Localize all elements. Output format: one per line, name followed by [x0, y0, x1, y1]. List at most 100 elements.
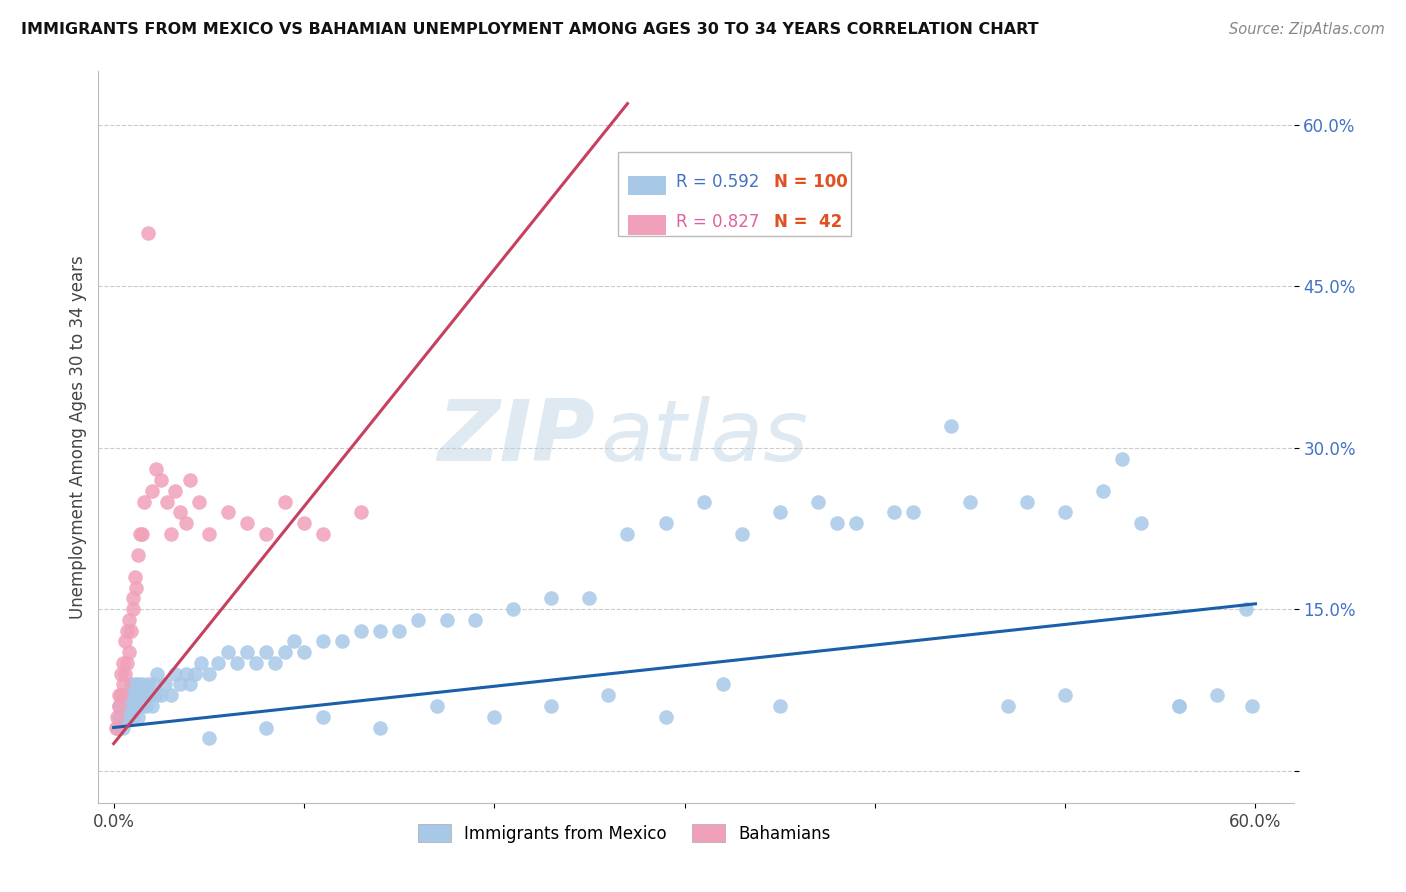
Point — [312, 634, 335, 648]
Point — [845, 516, 868, 530]
Point — [184, 666, 207, 681]
Point — [292, 516, 315, 530]
Point — [368, 721, 391, 735]
Point — [107, 721, 129, 735]
Point — [118, 688, 141, 702]
Point — [350, 505, 373, 519]
Point — [145, 462, 167, 476]
Point — [198, 731, 221, 746]
Point — [110, 710, 132, 724]
Point — [131, 677, 153, 691]
Point — [217, 505, 239, 519]
Point — [127, 710, 149, 724]
Point — [190, 656, 212, 670]
Point — [121, 688, 143, 702]
Point — [711, 677, 734, 691]
Point — [112, 721, 135, 735]
Point — [1111, 451, 1133, 466]
FancyBboxPatch shape — [628, 176, 666, 195]
Point — [484, 710, 506, 724]
Point — [125, 581, 148, 595]
Point — [114, 688, 136, 702]
Point — [136, 677, 159, 691]
Point — [769, 505, 792, 519]
Point — [1054, 688, 1077, 702]
Point — [939, 419, 962, 434]
Point — [115, 656, 138, 670]
Point — [502, 602, 524, 616]
Point — [110, 688, 132, 702]
Point — [312, 710, 335, 724]
Point — [254, 645, 277, 659]
Point — [179, 473, 201, 487]
Point — [312, 527, 335, 541]
Point — [110, 688, 132, 702]
Point — [198, 527, 221, 541]
Point — [174, 666, 197, 681]
Point — [129, 688, 152, 702]
Point — [1017, 494, 1039, 508]
Point — [108, 698, 131, 713]
Point — [807, 494, 830, 508]
Point — [179, 677, 201, 691]
Point — [769, 698, 792, 713]
Point — [436, 613, 458, 627]
Point — [108, 688, 131, 702]
Point — [141, 483, 163, 498]
Point — [254, 527, 277, 541]
Point — [142, 677, 165, 691]
Point — [115, 710, 138, 724]
Point — [115, 698, 138, 713]
Text: Source: ZipAtlas.com: Source: ZipAtlas.com — [1229, 22, 1385, 37]
Point — [1206, 688, 1229, 702]
Text: N =  42: N = 42 — [773, 213, 842, 231]
Point — [330, 634, 353, 648]
Point — [1168, 698, 1191, 713]
Point — [145, 688, 167, 702]
Point — [114, 634, 136, 648]
Point — [598, 688, 620, 702]
Point — [997, 698, 1019, 713]
Point — [118, 645, 141, 659]
Point — [274, 494, 297, 508]
Point — [1168, 698, 1191, 713]
Point — [114, 666, 136, 681]
Point — [163, 483, 186, 498]
Point — [368, 624, 391, 638]
Point — [125, 688, 148, 702]
Point — [188, 494, 211, 508]
Point — [118, 613, 141, 627]
Point — [616, 527, 638, 541]
Point — [153, 677, 176, 691]
Point — [578, 591, 600, 606]
Point — [120, 624, 142, 638]
Point — [112, 698, 135, 713]
Point — [114, 710, 136, 724]
Point — [132, 688, 155, 702]
Point — [127, 677, 149, 691]
Point — [108, 710, 131, 724]
Point — [127, 549, 149, 563]
Point — [131, 698, 153, 713]
Y-axis label: Unemployment Among Ages 30 to 34 years: Unemployment Among Ages 30 to 34 years — [69, 255, 87, 619]
Point — [141, 698, 163, 713]
Point — [124, 570, 146, 584]
Point — [1130, 516, 1153, 530]
Point — [388, 624, 411, 638]
Point — [254, 721, 277, 735]
Point — [146, 666, 169, 681]
Point — [169, 677, 191, 691]
Point — [112, 677, 135, 691]
Point — [118, 710, 141, 724]
Point — [121, 710, 143, 724]
Point — [730, 527, 752, 541]
Point — [198, 666, 221, 681]
Point — [350, 624, 373, 638]
Point — [654, 516, 676, 530]
Text: atlas: atlas — [600, 395, 808, 479]
Text: ZIP: ZIP — [437, 395, 595, 479]
Point — [132, 494, 155, 508]
Point — [156, 494, 179, 508]
Point — [124, 677, 146, 691]
Point — [1234, 602, 1257, 616]
